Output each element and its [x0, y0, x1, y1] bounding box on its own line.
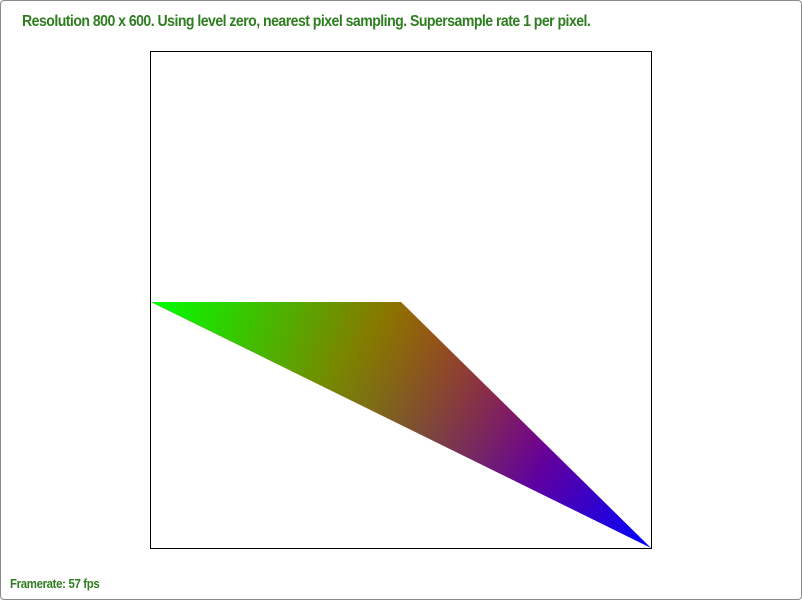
render-settings-text: Resolution 800 x 600. Using level zero, …	[22, 13, 591, 30]
render-viewport[interactable]	[150, 51, 652, 549]
framerate-text: Framerate: 57 fps	[10, 576, 100, 591]
triangle-canvas	[151, 302, 651, 548]
triangle-green-blend	[151, 302, 651, 548]
